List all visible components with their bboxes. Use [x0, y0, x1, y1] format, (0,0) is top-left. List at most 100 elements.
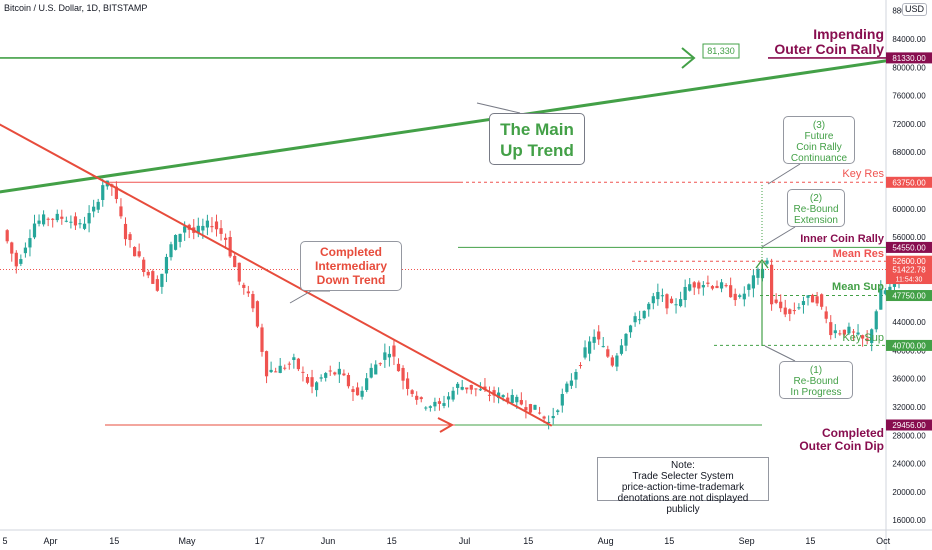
candle-body [87, 213, 91, 224]
future-rally-box[interactable]: (3) Future Coin Rally Continuance [783, 116, 855, 164]
candle-body [296, 358, 300, 370]
candle-body [396, 363, 401, 372]
candle-body [401, 367, 405, 381]
candle-body [301, 371, 305, 373]
candle-body [847, 326, 851, 334]
y-tick-label: 80000.00 [892, 63, 926, 72]
candle-body [474, 388, 478, 390]
candle-body [783, 307, 787, 315]
candle-body [656, 291, 660, 300]
candle-body [123, 223, 128, 240]
candle-body [365, 378, 369, 390]
candle-body [260, 327, 264, 352]
candle-body [851, 331, 856, 333]
candle-body [601, 346, 605, 348]
mean-sup-label: Mean Sup [832, 281, 884, 293]
candle-body [497, 392, 501, 398]
main-up-trend-box[interactable]: The Main Up Trend [489, 113, 585, 165]
candle-body [51, 218, 55, 220]
candle-body [679, 299, 683, 307]
x-tick-label: Jun [321, 536, 336, 546]
candle-body [874, 311, 878, 330]
candle-body [42, 214, 46, 225]
mean-res-label: Mean Res [832, 248, 884, 260]
y-tick-label: 44000.00 [892, 318, 926, 327]
down-trend-line1: Completed [319, 245, 382, 259]
candle-body [788, 309, 792, 314]
candle-body [597, 331, 601, 340]
currency-badge[interactable]: USD [902, 3, 928, 16]
candle-body [201, 225, 205, 231]
candle-body [374, 364, 378, 375]
candle-body [237, 262, 241, 282]
candle-body [692, 282, 696, 288]
candle-body [547, 421, 551, 423]
price-tag-label: 29456.00 [892, 421, 926, 430]
extension-connector [761, 226, 796, 248]
x-tick-label: 15 [805, 536, 815, 546]
candle-body [792, 310, 796, 312]
price-tag-bg [886, 255, 932, 267]
candle-body [865, 338, 869, 342]
candle-body [651, 296, 655, 304]
candle-body [824, 311, 828, 319]
price-tag-label: 63750.00 [892, 178, 926, 187]
rebound-arrowhead [755, 258, 769, 269]
candle-body [701, 285, 705, 288]
rebound-extension-box[interactable]: (2) Re-Bound Extension [787, 189, 845, 227]
candle-body [10, 242, 14, 254]
candle-body [892, 281, 897, 287]
candle-body [742, 293, 746, 300]
symbol-header: Bitcoin / U.S. Dollar, 1D, BITSTAMP [4, 3, 148, 13]
candle-body [251, 294, 255, 309]
note-line4: denotations are not displayed publicly [617, 493, 749, 515]
candle-body [642, 310, 646, 319]
candle-body [588, 341, 592, 354]
candle-body [355, 387, 360, 396]
candle-body [292, 357, 296, 360]
price-tag-label: 52600.00 [892, 257, 926, 266]
candle-body [133, 246, 137, 257]
candle-body [114, 186, 118, 200]
price-tag-bg [886, 419, 932, 431]
candle-body [751, 275, 755, 289]
rebound-ext-line3: Extension [794, 215, 838, 226]
candle-body [64, 220, 68, 222]
candle-body [838, 333, 842, 335]
candle-body [60, 216, 64, 219]
candle-body [269, 369, 273, 373]
future-connector [767, 163, 801, 185]
candle-body [506, 397, 510, 403]
progress-connector [764, 345, 796, 362]
candle-body [628, 325, 633, 333]
candle-body [510, 394, 514, 403]
y-tick-label: 36000.00 [892, 375, 926, 384]
candle-body [92, 206, 96, 212]
candle-body [410, 390, 414, 394]
candle-body [351, 389, 355, 393]
candle-body [460, 386, 464, 390]
candle-body [392, 345, 396, 357]
candle-body [5, 230, 9, 242]
x-tick-label: 17 [255, 536, 265, 546]
candle-body [565, 383, 569, 392]
note-box[interactable]: Note: Trade Selecter System price-action… [597, 457, 769, 515]
note-line1: Note: [671, 460, 695, 471]
rebound-prog-line1: (1) [809, 365, 823, 376]
price-tag-bg [886, 52, 932, 64]
candle-body [519, 400, 523, 405]
rebound-progress-box[interactable]: (1) Re-Bound In Progress [779, 361, 853, 399]
x-axis: 5Apr15May17Jun15Jul15Aug15Sep15Oct18Nov1… [2, 536, 890, 546]
candle-body [861, 335, 865, 339]
candle-body [487, 394, 492, 396]
candle-body [101, 185, 105, 200]
candle-body [228, 236, 232, 257]
x-tick-label: 15 [109, 536, 119, 546]
note-line2: Trade Selecter System [632, 471, 734, 482]
outer-dip-line1: Completed [821, 426, 884, 440]
down-trend-box[interactable]: Completed Intermediary Down Trend [300, 241, 402, 291]
down-trend-connector [289, 290, 330, 304]
y-tick-label: 60000.00 [892, 205, 926, 214]
price-tag-bg [886, 339, 932, 351]
